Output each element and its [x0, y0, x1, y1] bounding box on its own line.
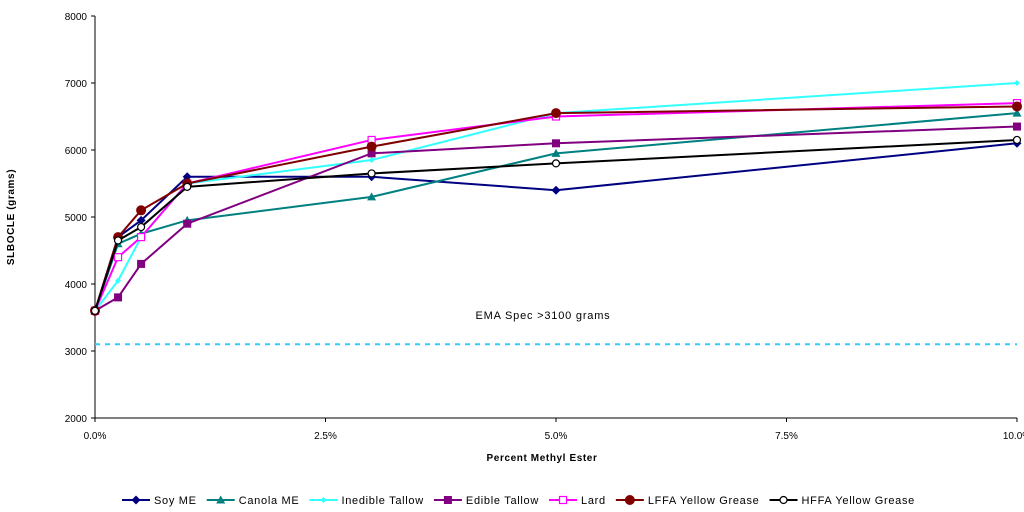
labels-layer: SLBOCLE (grams) Percent Methyl Ester EMA… — [6, 169, 610, 464]
legend-item-hffa-yellow-grease: HFFA Yellow Grease — [769, 495, 916, 507]
data-point-lffa-yellow-grease — [366, 141, 377, 152]
data-point-hffa-yellow-grease — [367, 169, 376, 178]
legend-label: LFFA Yellow Grease — [648, 495, 760, 507]
y-tick-label: 2000 — [65, 414, 88, 425]
y-tick-label: 4000 — [65, 280, 88, 291]
data-point-soy-me — [551, 185, 561, 195]
axes: 2000 3000 4000 5000 6000 7000 8000 0.0% 2.5% 5.0%… — [65, 12, 1024, 442]
y-tick-label: 5000 — [65, 213, 88, 224]
data-point-hffa-yellow-grease — [90, 306, 100, 315]
data-point-edible-tallow — [367, 149, 376, 158]
y-tick-label: 6000 — [65, 146, 88, 157]
legend-marker — [624, 495, 635, 505]
legend-marker — [779, 495, 788, 505]
x-tick-label: 10.0% — [1003, 431, 1024, 442]
data-point-edible-tallow — [137, 259, 146, 268]
legend-label: HFFA Yellow Grease — [802, 495, 916, 507]
data-point-edible-tallow — [1013, 122, 1021, 131]
legend-label: Canola ME — [239, 495, 300, 507]
data-point-hffa-yellow-grease — [183, 182, 192, 191]
legend-marker — [558, 495, 568, 505]
data-point-hffa-yellow-grease — [1012, 135, 1022, 145]
legend-marker — [443, 496, 452, 504]
legend-item-soy-me: Soy ME — [122, 495, 197, 507]
series-layer — [90, 80, 1022, 316]
series-hffa-yellow-grease — [90, 135, 1022, 315]
y-tick-label: 7000 — [65, 79, 88, 90]
y-axis-title: SLBOCLE (grams) — [6, 169, 17, 265]
x-axis-title: Percent Methyl Ester — [487, 453, 598, 464]
data-point-edible-tallow — [552, 139, 560, 148]
data-point-inedible-tallow — [115, 277, 122, 284]
legend-label: Edible Tallow — [466, 495, 539, 507]
legend-label: Lard — [581, 495, 606, 507]
y-tick-label: 3000 — [65, 347, 88, 358]
legend-marker — [131, 495, 141, 505]
x-tick-label: 7.5% — [775, 431, 798, 442]
ema-spec-annotation: EMA Spec >3100 grams — [476, 310, 611, 322]
data-point-canola-me — [551, 148, 561, 157]
legend-marker — [320, 497, 327, 503]
series-line-soy-me — [94, 142, 1018, 312]
data-point-canola-me — [367, 192, 377, 201]
data-point-hffa-yellow-grease — [113, 236, 123, 245]
legend-item-inedible-tallow: Inedible Tallow — [309, 495, 423, 507]
data-point-lffa-yellow-grease — [1012, 101, 1022, 112]
x-tick-label: 0.0% — [84, 431, 107, 442]
data-point-lffa-yellow-grease — [136, 205, 147, 216]
data-point-inedible-tallow — [1014, 80, 1020, 86]
x-tick-label: 5.0% — [545, 431, 568, 442]
data-point-soy-me — [136, 215, 146, 225]
x-tick-label: 2.5% — [314, 431, 337, 442]
legend-item-lard: Lard — [549, 495, 606, 507]
legend-marker — [216, 495, 226, 504]
y-tick-label: 8000 — [65, 12, 88, 23]
series-lffa-yellow-grease — [90, 101, 1022, 316]
data-point-edible-tallow — [183, 219, 192, 228]
series-line-lffa-yellow-grease — [94, 105, 1018, 312]
legend-label: Inedible Tallow — [341, 495, 423, 507]
legend-item-canola-me: Canola ME — [206, 495, 300, 507]
data-point-lard — [113, 253, 123, 262]
legend-item-edible-tallow: Edible Tallow — [433, 495, 539, 507]
data-point-canola-me — [1012, 108, 1022, 117]
data-point-hffa-yellow-grease — [551, 159, 561, 168]
legend-label: Soy ME — [154, 495, 197, 507]
data-point-edible-tallow — [114, 293, 123, 302]
data-point-inedible-tallow — [368, 157, 375, 164]
legend-item-lffa-yellow-grease: LFFA Yellow Grease — [615, 495, 760, 507]
data-point-lffa-yellow-grease — [551, 108, 561, 119]
data-point-lard — [137, 233, 146, 242]
legend: Soy ME Canola ME Inedible Tallow Edible Tal… — [122, 495, 916, 507]
data-point-hffa-yellow-grease — [137, 222, 146, 232]
